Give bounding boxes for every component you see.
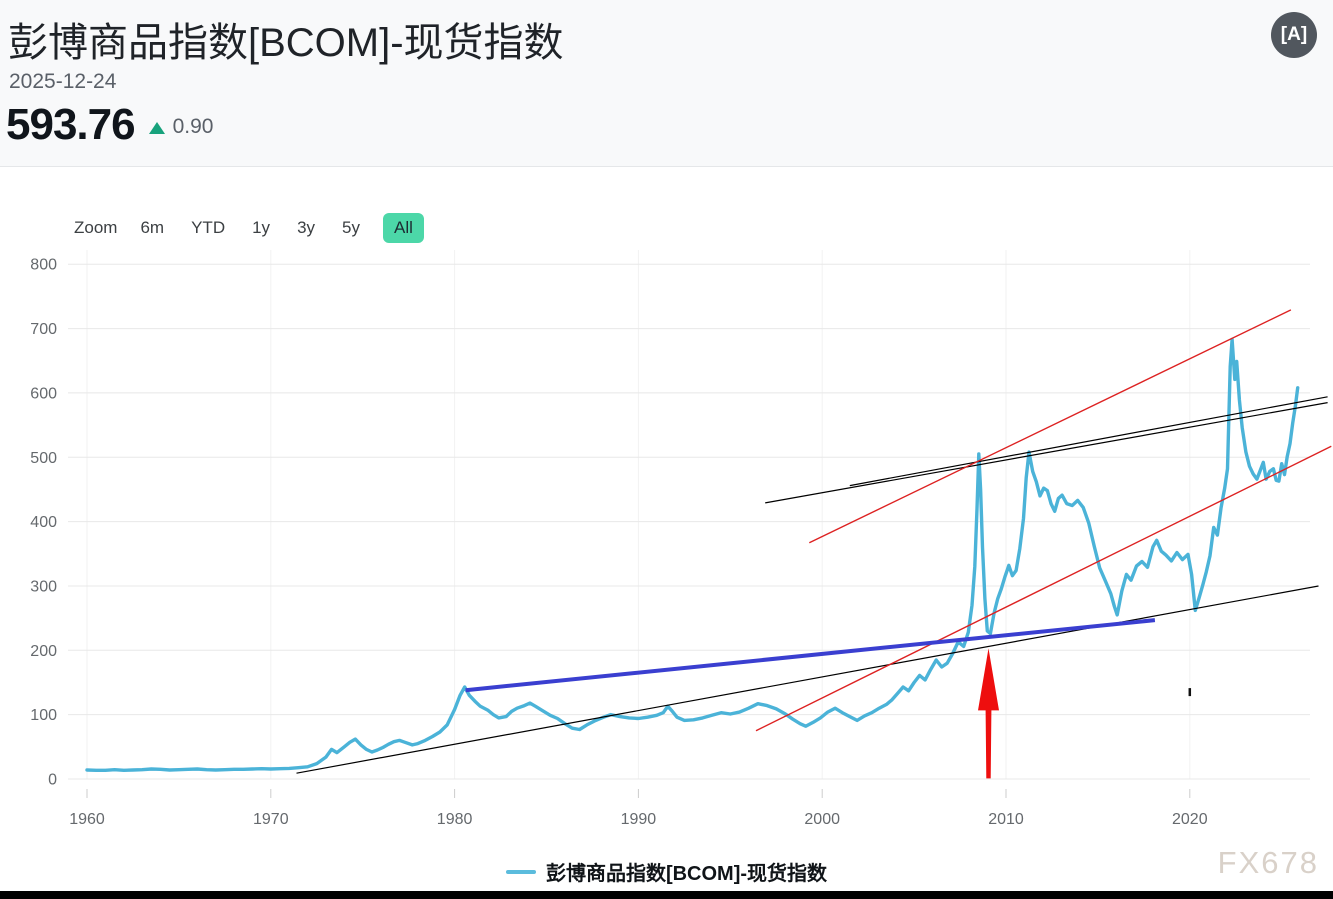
y-axis-label: 300 (30, 579, 57, 596)
trendline-upper-black-2 (849, 396, 1328, 487)
range-button-1y[interactable]: 1y (252, 218, 271, 237)
x-axis-label: 1970 (253, 811, 289, 828)
range-button-3y[interactable]: 3y (297, 218, 316, 237)
x-axis-label: 2000 (804, 811, 840, 828)
watermark: FX678 (1217, 845, 1319, 880)
change-value: 0.90 (172, 115, 214, 138)
y-axis-label: 700 (30, 321, 57, 338)
y-axis-label: 100 (30, 707, 57, 724)
y-axis-label: 0 (48, 772, 57, 789)
page-title: 彭博商品指数[BCOM]-现货指数 (8, 21, 564, 65)
trendline-blue-neckline (465, 618, 1156, 693)
range-button-6m[interactable]: 6m (140, 218, 165, 237)
legend-line-swatch (505, 869, 536, 874)
trendline-long-term-support-black (296, 585, 1319, 774)
legend[interactable]: 彭博商品指数[BCOM]-现货指数 (0, 857, 1333, 886)
date-label: 2025-12-24 (9, 70, 117, 93)
x-axis-label: 2010 (988, 811, 1024, 828)
trendline-upper-black-1 (765, 402, 1328, 504)
y-axis-label: 600 (30, 385, 57, 402)
range-button-ytd[interactable]: YTD (191, 218, 226, 237)
x-axis-label: 1990 (621, 811, 657, 828)
range-selector: Zoom 6m YTD 1y 3y 5y All (74, 211, 424, 245)
bottom-bar (0, 891, 1333, 899)
y-axis-label: 500 (30, 450, 57, 467)
series-line-bcom[interactable] (85, 337, 1300, 772)
trendline-red-channel-upper (808, 309, 1292, 544)
x-axis-label: 2020 (1172, 811, 1208, 828)
y-axis-label: 400 (30, 514, 57, 531)
x-axis-label: 1980 (437, 811, 473, 828)
red-up-arrow-annotation (978, 648, 999, 779)
range-button-all[interactable]: All (383, 213, 424, 243)
range-button-5y[interactable]: 5y (342, 218, 360, 237)
legend-series-label: 彭博商品指数[BCOM]-现货指数 (545, 863, 828, 885)
x-axis-label: 1960 (69, 811, 105, 828)
y-axis-label: 200 (30, 643, 57, 660)
price-row: 593.76 0.90 (6, 100, 213, 150)
language-toggle-button[interactable]: [A] (1271, 12, 1317, 58)
header: 彭博商品指数[BCOM]-现货指数 [A] 2025-12-24 593.76 … (0, 0, 1333, 167)
price-value: 593.76 (6, 100, 136, 149)
up-triangle-icon (148, 122, 165, 134)
zoom-label: Zoom (74, 218, 118, 237)
y-axis-label: 800 (30, 257, 57, 274)
translate-a-icon: [A] (1280, 24, 1308, 45)
